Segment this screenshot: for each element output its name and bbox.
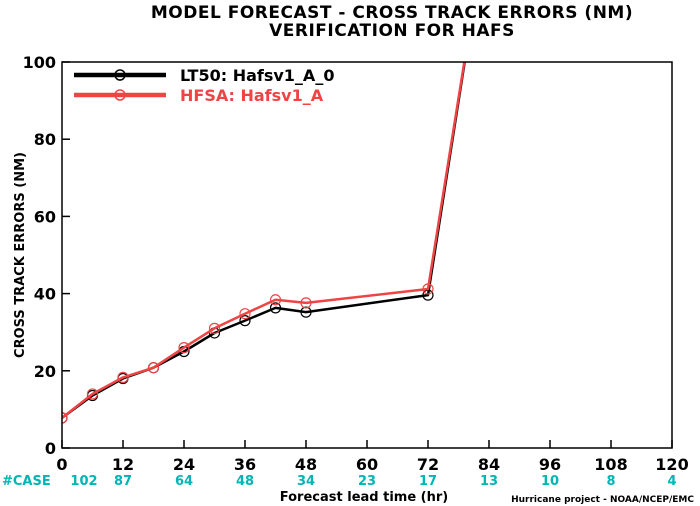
series-1-point xyxy=(208,322,221,334)
case-count: 23 xyxy=(358,474,376,489)
y-tick-label: 80 xyxy=(34,130,56,149)
case-counts: #CASE 102 87 64 48 34 23 17 13 10 8 4 xyxy=(2,474,677,489)
series-1-point xyxy=(117,371,129,383)
case-count: 4 xyxy=(667,474,676,489)
series-1-point xyxy=(300,297,312,309)
y-tick-label: 20 xyxy=(34,362,56,381)
chart-subtitle: VERIFICATION FOR HAFS xyxy=(269,21,515,41)
series-1-point xyxy=(422,283,434,295)
series-0-point xyxy=(239,315,251,327)
legend-label-0: LT50: Hafsv1_A_0 xyxy=(180,66,334,85)
case-label: #CASE xyxy=(2,474,51,489)
series-0-point xyxy=(300,306,312,318)
x-tick-label: 0 xyxy=(56,455,67,474)
x-tick-label: 60 xyxy=(356,455,378,474)
case-count: 48 xyxy=(236,474,254,489)
series-1-point xyxy=(147,362,160,374)
plot-frame xyxy=(61,61,673,449)
series-1-point xyxy=(269,294,282,306)
x-tick-label: 12 xyxy=(112,455,134,474)
series-layer xyxy=(62,62,466,424)
credit-text: Hurricane project - NOAA/NCEP/EMC xyxy=(511,495,694,505)
legend-marker-1 xyxy=(114,89,126,101)
series-1-point xyxy=(62,412,68,424)
x-tick-label: 84 xyxy=(478,455,500,474)
x-tick-label: 120 xyxy=(655,455,688,474)
case-count: 17 xyxy=(419,474,437,489)
series-1-point xyxy=(239,308,251,320)
series-0-point xyxy=(269,302,282,314)
axis-ticks: 0 12 24 36 48 60 72 84 96 108 120 0 20 40 60 80 100 xyxy=(23,53,689,474)
series-1-point xyxy=(178,342,190,354)
y-tick-label: 40 xyxy=(34,285,56,304)
case-count: 13 xyxy=(480,474,498,489)
x-axis-label: Forecast lead time (hr) xyxy=(280,490,448,505)
case-count: 10 xyxy=(541,474,559,489)
case-count: 34 xyxy=(297,474,315,489)
chart-title: MODEL FORECAST - CROSS TRACK ERRORS (NM) xyxy=(151,3,633,23)
case-count: 102 xyxy=(70,474,97,489)
case-count: 87 xyxy=(114,474,132,489)
legend-marker-0 xyxy=(114,69,126,81)
case-count: 64 xyxy=(175,474,193,489)
y-tick-label: 0 xyxy=(45,439,56,458)
x-tick-label: 108 xyxy=(594,455,627,474)
y-tick-label: 100 xyxy=(23,53,56,72)
x-tick-label: 36 xyxy=(234,455,256,474)
legend-label-1: HFSA: Hafsv1_A xyxy=(180,86,324,105)
case-count: 8 xyxy=(606,474,615,489)
x-tick-label: 24 xyxy=(173,455,195,474)
series-line-1 xyxy=(62,62,466,419)
x-tick-label: 72 xyxy=(417,455,439,474)
series-1-point xyxy=(86,388,99,400)
x-tick-label: 96 xyxy=(539,455,561,474)
y-axis-label: CROSS TRACK ERRORS (NM) xyxy=(13,152,28,358)
y-tick-label: 60 xyxy=(34,207,56,226)
x-tick-label: 48 xyxy=(295,455,317,474)
